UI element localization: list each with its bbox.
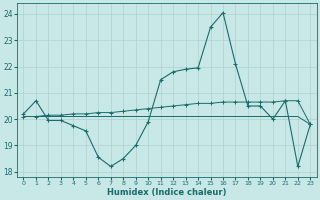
- X-axis label: Humidex (Indice chaleur): Humidex (Indice chaleur): [107, 188, 227, 197]
